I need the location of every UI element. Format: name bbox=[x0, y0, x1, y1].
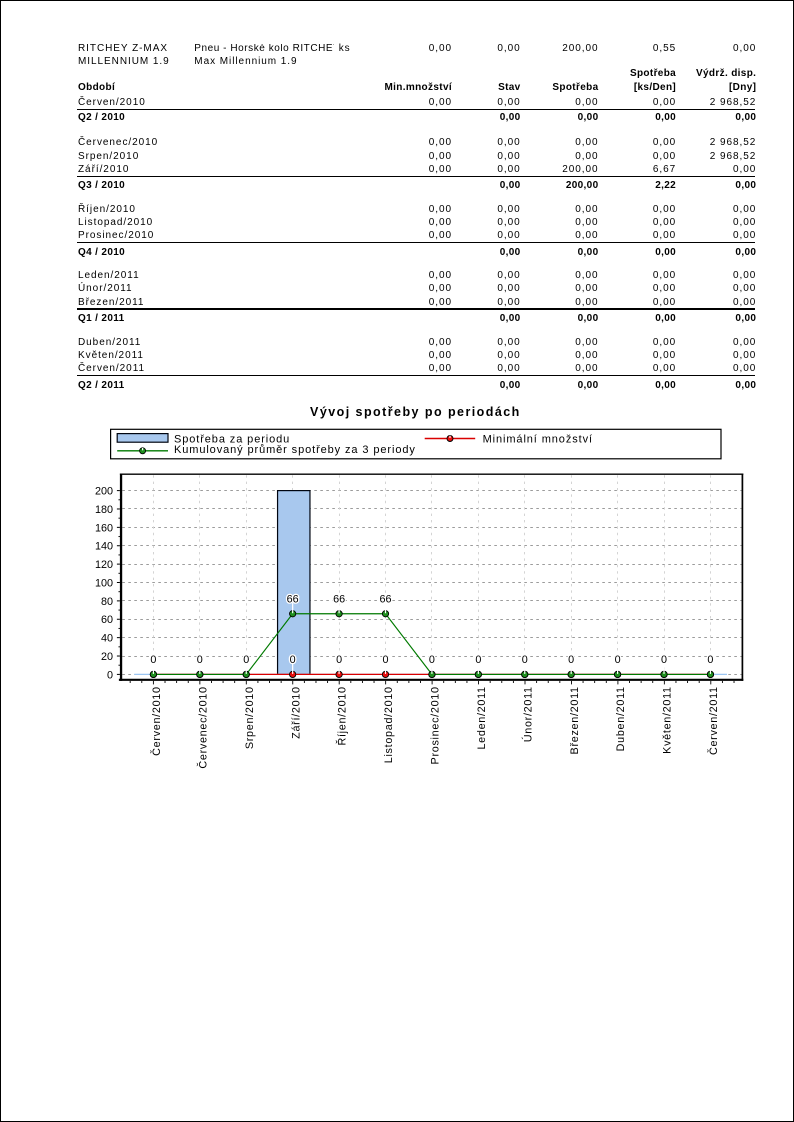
svg-text:180: 180 bbox=[95, 504, 113, 516]
svg-text:120: 120 bbox=[95, 559, 113, 571]
svg-text:0: 0 bbox=[522, 654, 528, 666]
svg-text:66: 66 bbox=[287, 594, 299, 606]
svg-text:66: 66 bbox=[379, 594, 391, 606]
svg-text:20: 20 bbox=[101, 651, 113, 663]
svg-text:0: 0 bbox=[290, 654, 296, 666]
svg-text:Minimální množství: Minimální množství bbox=[483, 434, 593, 446]
svg-text:0: 0 bbox=[243, 654, 249, 666]
svg-text:0: 0 bbox=[197, 654, 203, 666]
svg-text:Spotřeba za periodu: Spotřeba za periodu bbox=[174, 434, 290, 446]
svg-text:0: 0 bbox=[107, 669, 113, 681]
svg-text:Květen/2011: Květen/2011 bbox=[662, 686, 674, 754]
svg-text:Kumulovaný průměr spotřeby za: Kumulovaný průměr spotřeby za 3 periody bbox=[174, 444, 416, 456]
svg-text:Listopad/2010: Listopad/2010 bbox=[383, 686, 395, 763]
svg-text:0: 0 bbox=[707, 654, 713, 666]
svg-text:100: 100 bbox=[95, 577, 113, 589]
svg-text:Červen/2010: Červen/2010 bbox=[150, 686, 163, 756]
svg-text:66: 66 bbox=[333, 594, 345, 606]
svg-text:Duben/2011: Duben/2011 bbox=[615, 686, 627, 751]
svg-text:200: 200 bbox=[95, 486, 113, 498]
svg-text:0: 0 bbox=[615, 654, 621, 666]
svg-text:Březen/2011: Březen/2011 bbox=[569, 686, 581, 754]
svg-text:Červen/2011: Červen/2011 bbox=[707, 686, 720, 755]
svg-text:Srpen/2010: Srpen/2010 bbox=[244, 686, 256, 749]
svg-text:0: 0 bbox=[429, 654, 435, 666]
svg-text:Prosinec/2010: Prosinec/2010 bbox=[430, 686, 442, 764]
svg-text:Září/2010: Září/2010 bbox=[290, 686, 302, 739]
svg-text:160: 160 bbox=[95, 522, 113, 534]
svg-text:Únor/2011: Únor/2011 bbox=[521, 686, 534, 742]
svg-text:140: 140 bbox=[95, 541, 113, 553]
svg-text:0: 0 bbox=[382, 654, 388, 666]
svg-text:80: 80 bbox=[101, 596, 113, 608]
svg-text:0: 0 bbox=[336, 654, 342, 666]
svg-text:Říjen/2010: Říjen/2010 bbox=[336, 686, 349, 745]
svg-text:Leden/2011: Leden/2011 bbox=[476, 686, 488, 749]
svg-text:0: 0 bbox=[150, 654, 156, 666]
svg-text:Červenec/2010: Červenec/2010 bbox=[196, 686, 209, 768]
svg-text:40: 40 bbox=[101, 633, 113, 645]
svg-text:60: 60 bbox=[101, 614, 113, 626]
svg-text:0: 0 bbox=[568, 654, 574, 666]
svg-text:0: 0 bbox=[661, 654, 667, 666]
svg-text:0: 0 bbox=[475, 654, 481, 666]
